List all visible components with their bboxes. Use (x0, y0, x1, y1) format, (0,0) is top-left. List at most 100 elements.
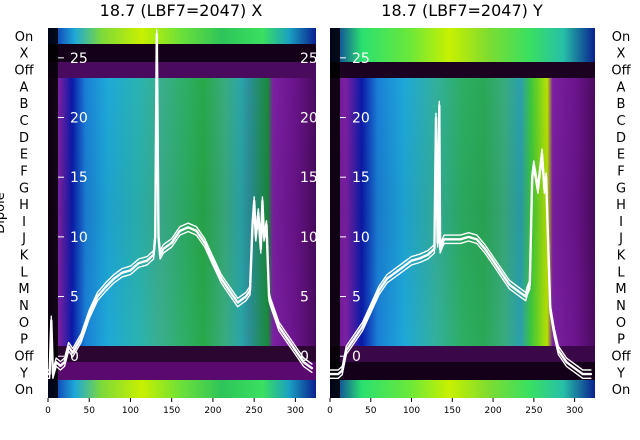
left-strip-y (48, 44, 316, 62)
row-label: P (20, 333, 28, 348)
right-strip-off-top (330, 62, 595, 78)
x-tick-label: 300 (287, 406, 304, 416)
row-label: F (617, 164, 624, 179)
row-label: On (612, 383, 630, 398)
row-label: C (616, 114, 625, 129)
row-label: C (19, 114, 28, 129)
left-x-axis: 0 50 100 150 200 250 300 (45, 398, 304, 416)
right-strip-x (330, 362, 595, 380)
row-label: M (615, 282, 626, 297)
row-label: D (19, 131, 29, 146)
left-strip-bottom-on (48, 380, 316, 398)
x-tick-label: 0 (45, 406, 51, 416)
x-tick-label: 100 (122, 406, 139, 416)
overlay-tick-label: 0 (352, 349, 361, 365)
overlay-trace (328, 104, 593, 376)
overlay-tick-label-repeat: 10 (300, 230, 318, 246)
overlay-tick-label-repeat: 15 (300, 170, 318, 186)
row-label: H (19, 198, 29, 213)
row-label: X (617, 47, 626, 62)
x-tick-label: 200 (204, 406, 221, 416)
row-label: P (617, 333, 625, 348)
overlay-tick-label-repeat: 25 (300, 51, 318, 67)
row-label: K (20, 249, 29, 264)
x-tick-label: 150 (444, 406, 461, 416)
overlay-tick-label: 25 (352, 51, 370, 67)
row-label: N (19, 299, 29, 314)
overlay-tick-label: 15 (352, 170, 370, 186)
overlay-tick-label-repeat: 20 (300, 111, 318, 127)
left-overlay-axis: 0 0 5 5 10 10 15 15 20 20 25 25 (58, 51, 318, 365)
right-overlay-line (328, 100, 593, 379)
right-panel: 18.7 (LBF7=2047) Y 0 5 10 15 20 25 0 50 100 150 2… (327, 1, 631, 416)
row-label: On (612, 30, 630, 45)
row-label: A (20, 80, 29, 95)
overlay-tick-label: 20 (70, 111, 88, 127)
right-overlay-axis: 0 5 10 15 20 25 (340, 51, 370, 365)
overlay-tick-label: 15 (70, 170, 88, 186)
left-strip-top-on (48, 28, 316, 44)
left-strip-off-bottom (48, 346, 316, 362)
overlay-trace (329, 100, 592, 371)
x-tick-label: 50 (84, 406, 96, 416)
overlay-tick-label-repeat: 0 (300, 349, 309, 365)
row-label: A (617, 80, 626, 95)
row-label: E (20, 148, 28, 163)
x-tick-label: 250 (525, 406, 542, 416)
left-chart-title: 18.7 (LBF7=2047) X (100, 1, 263, 20)
x-tick-label: 300 (566, 406, 583, 416)
row-label: Off (611, 349, 631, 364)
row-label: L (617, 265, 625, 280)
row-label: Y (616, 366, 625, 381)
row-label: D (616, 131, 626, 146)
left-overlay-line (46, 29, 314, 379)
overlay-trace (329, 109, 592, 379)
row-label: M (18, 282, 29, 297)
row-label: L (20, 265, 28, 280)
row-label: K (617, 249, 626, 264)
row-label: Off (14, 64, 34, 79)
right-strip-top-on (330, 28, 595, 62)
row-label: B (20, 97, 29, 112)
row-label: I (619, 215, 623, 230)
row-label: I (22, 215, 26, 230)
overlay-trace (46, 32, 314, 376)
row-label: F (20, 164, 27, 179)
right-x-axis: 0 50 100 150 200 250 300 (327, 398, 583, 416)
row-label: On (15, 383, 33, 398)
right-chart-title: 18.7 (LBF7=2047) Y (381, 1, 543, 20)
right-strip-off-bottom (330, 346, 595, 362)
row-label: G (616, 181, 626, 196)
row-label: Off (611, 64, 631, 79)
row-label: Off (14, 349, 34, 364)
row-label: N (616, 299, 626, 314)
overlay-tick-label: 25 (70, 51, 88, 67)
row-label: On (15, 30, 33, 45)
overlay-tick-label: 5 (352, 290, 361, 306)
overlay-tick-label-repeat: 5 (300, 290, 309, 306)
row-label: H (616, 198, 626, 213)
x-tick-label: 100 (403, 406, 420, 416)
left-y-axis-label: Dipole (0, 192, 8, 233)
left-strip-x (48, 362, 316, 380)
row-label: J (618, 232, 623, 247)
overlay-tick-label: 10 (352, 230, 370, 246)
x-tick-label: 250 (246, 406, 263, 416)
x-tick-label: 150 (163, 406, 180, 416)
row-label: E (617, 148, 625, 163)
row-label: O (19, 316, 29, 331)
left-heatmap (48, 28, 316, 398)
overlay-tick-label: 20 (352, 111, 370, 127)
overlay-tick-label: 5 (70, 290, 79, 306)
overlay-tick-label: 0 (70, 349, 79, 365)
overlay-trace (47, 29, 313, 371)
x-tick-label: 200 (484, 406, 501, 416)
row-label: X (20, 47, 29, 62)
overlay-tick-label: 10 (70, 230, 88, 246)
row-label: Y (19, 366, 28, 381)
x-tick-label: 0 (327, 406, 333, 416)
